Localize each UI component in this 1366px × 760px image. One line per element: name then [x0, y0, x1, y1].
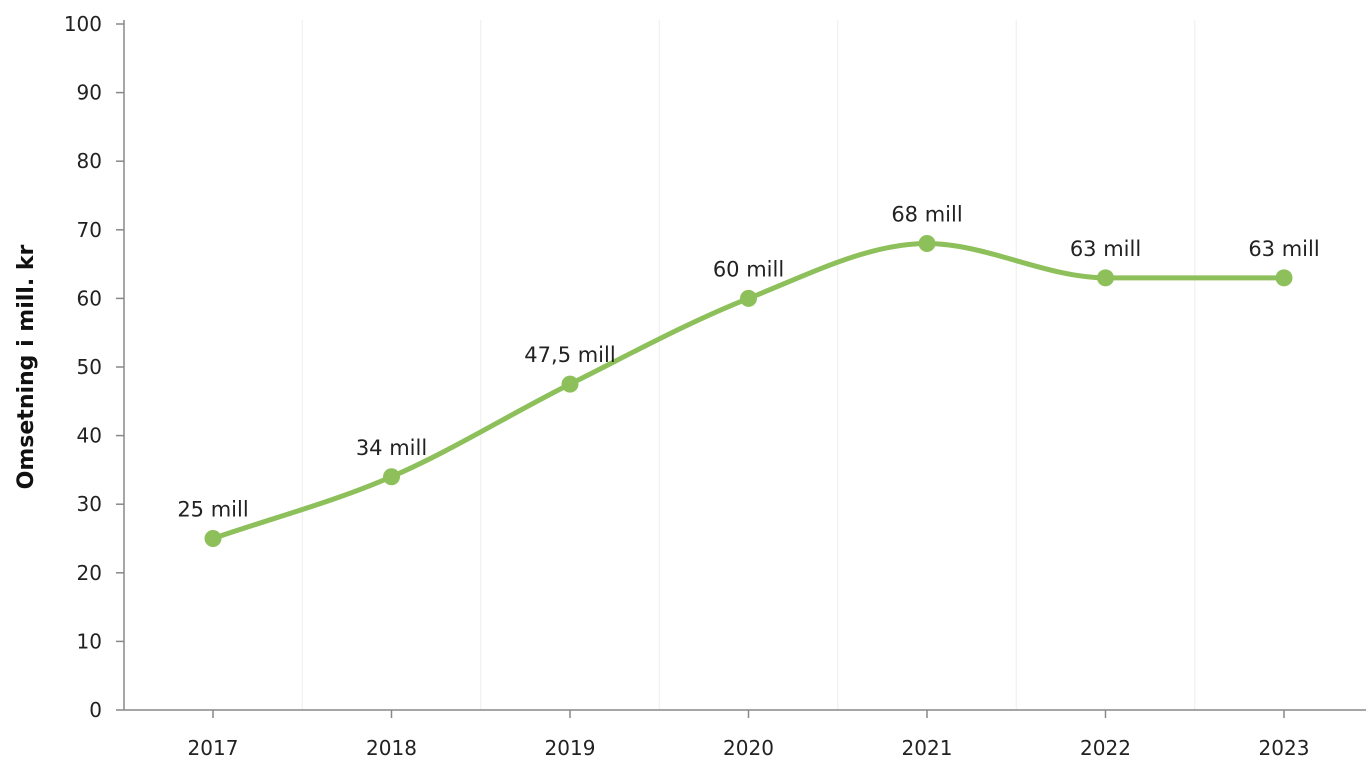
data-point — [1097, 269, 1114, 287]
data-label: 25 mill — [177, 498, 248, 522]
data-point — [383, 468, 400, 486]
axes — [123, 20, 1366, 711]
y-tick-label: 10 — [77, 629, 102, 653]
x-tick-label: 2020 — [723, 736, 774, 760]
series-omsetning: 25 mill 34 mill 47,5 mill 60 mill 68 mill 63 … — [177, 203, 1320, 547]
y-tick-label: 20 — [77, 561, 102, 585]
x-tick-label: 2022 — [1080, 736, 1131, 760]
y-axis-title: Omsetning i mill. kr — [14, 245, 39, 490]
data-point — [740, 289, 757, 307]
data-label: 60 mill — [713, 257, 784, 281]
data-point — [204, 530, 222, 547]
y-tick-label: 40 — [77, 424, 102, 448]
x-axis-ticks: 2017 2018 2019 2020 2021 2022 2023 — [188, 710, 1310, 760]
series-line — [210, 241, 1287, 541]
data-point — [1275, 269, 1293, 287]
data-point — [918, 235, 936, 253]
y-axis-ticks: 0 10 20 30 40 50 60 70 80 90 100 — [64, 12, 124, 722]
data-label: 34 mill — [356, 436, 427, 460]
y-tick-label: 50 — [77, 355, 102, 379]
data-label: 63 mill — [1248, 237, 1319, 261]
data-point — [561, 375, 579, 393]
y-tick-label: 100 — [64, 12, 102, 36]
y-tick-label: 0 — [89, 698, 102, 722]
x-tick-label: 2021 — [902, 736, 953, 760]
gridlines — [301, 20, 1196, 710]
x-tick-label: 2023 — [1259, 736, 1310, 760]
data-label: 63 mill — [1070, 237, 1141, 261]
data-label: 68 mill — [891, 203, 962, 227]
x-tick-label: 2019 — [545, 736, 596, 760]
y-tick-label: 30 — [77, 492, 102, 516]
y-tick-label: 60 — [77, 286, 102, 310]
x-tick-label: 2018 — [366, 736, 417, 760]
x-tick-label: 2017 — [188, 736, 239, 760]
y-tick-label: 70 — [77, 218, 102, 242]
data-label: 47,5 mill — [524, 343, 615, 367]
y-tick-label: 80 — [77, 149, 102, 173]
y-tick-label: 90 — [77, 81, 102, 105]
